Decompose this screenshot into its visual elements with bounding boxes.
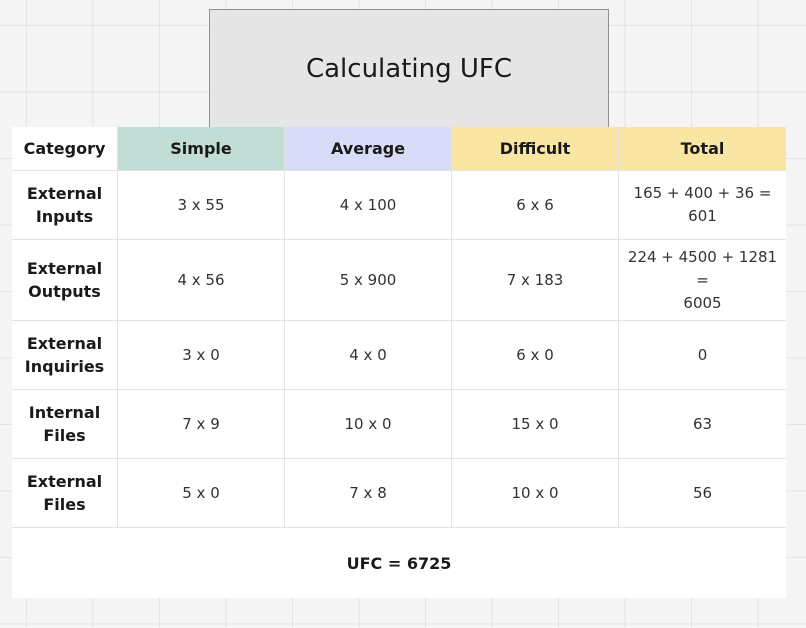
table-row: Internal Files 7 x 9 10 x 0 15 x 0 63	[12, 390, 786, 459]
ufc-result: UFC = 6725	[346, 553, 452, 573]
row-average: 4 x 0	[285, 321, 452, 390]
row-average: 7 x 8	[285, 459, 452, 528]
row-difficult: 6 x 0	[452, 321, 619, 390]
row-category: External Files	[12, 459, 118, 528]
table-header-row: Category Simple Average Difficult Total	[12, 127, 786, 171]
row-category: Internal Files	[12, 390, 118, 459]
table-row: External Inquiries 3 x 0 4 x 0 6 x 0 0	[12, 321, 786, 390]
header-average: Average	[285, 127, 452, 171]
row-total: 63	[619, 390, 786, 459]
row-category: External Inquiries	[12, 321, 118, 390]
row-simple: 3 x 0	[118, 321, 285, 390]
row-average: 4 x 100	[285, 171, 452, 240]
table-row: External Inputs 3 x 55 4 x 100 6 x 6 165…	[12, 171, 786, 240]
row-difficult: 6 x 6	[452, 171, 619, 240]
row-category: External Outputs	[12, 240, 118, 321]
row-simple: 7 x 9	[118, 390, 285, 459]
row-simple: 4 x 56	[118, 240, 285, 321]
row-total: 224 + 4500 + 1281 = 6005	[619, 240, 786, 321]
header-simple: Simple	[118, 127, 285, 171]
header-difficult: Difficult	[452, 127, 619, 171]
row-average: 5 x 900	[285, 240, 452, 321]
row-category: External Inputs	[12, 171, 118, 240]
row-difficult: 10 x 0	[452, 459, 619, 528]
row-difficult: 15 x 0	[452, 390, 619, 459]
ufc-table[interactable]: Category Simple Average Difficult Total …	[12, 127, 786, 598]
row-difficult: 7 x 183	[452, 240, 619, 321]
table-row: External Files 5 x 0 7 x 8 10 x 0 56	[12, 459, 786, 528]
table-row: External Outputs 4 x 56 5 x 900 7 x 183 …	[12, 240, 786, 321]
header-total: Total	[619, 127, 786, 171]
row-simple: 3 x 55	[118, 171, 285, 240]
diagram-title[interactable]: Calculating UFC	[209, 9, 609, 128]
row-total: 165 + 400 + 36 = 601	[619, 171, 786, 240]
row-total: 0	[619, 321, 786, 390]
header-category: Category	[12, 127, 118, 171]
row-average: 10 x 0	[285, 390, 452, 459]
row-simple: 5 x 0	[118, 459, 285, 528]
row-total: 56	[619, 459, 786, 528]
